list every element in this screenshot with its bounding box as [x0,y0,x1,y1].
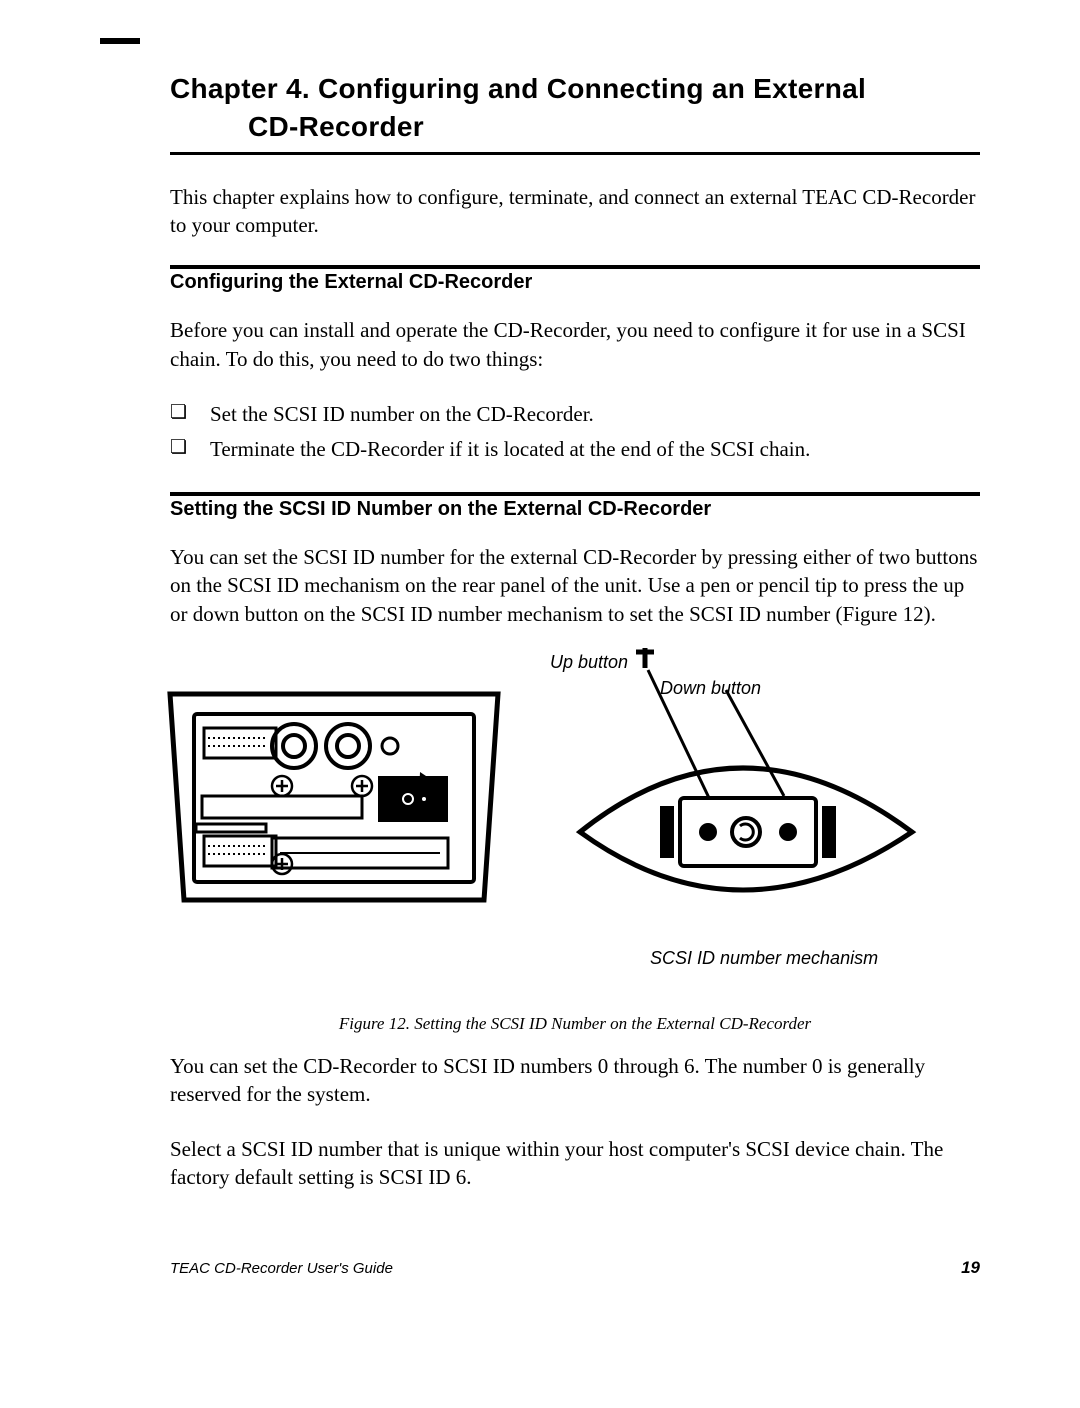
title-rule [170,152,980,155]
footer-page-number: 19 [961,1258,980,1278]
scan-mark [100,38,140,44]
chapter-title: Chapter 4. Configuring and Connecting an… [170,70,980,146]
section-rule [170,265,980,269]
intro-paragraph: This chapter explains how to configure, … [170,183,980,240]
scsi-id-zoom-diagram [540,648,960,948]
document-page: Chapter 4. Configuring and Connecting an… [0,0,1080,1257]
section2-paragraph: You can set the SCSI ID number for the e… [170,543,980,628]
rear-panel-diagram [164,668,504,928]
figure-label-mechanism: SCSI ID number mechanism [650,948,878,969]
figure-area: Up button Down button SCSI ID number mec… [170,654,980,984]
chapter-title-line2: CD-Recorder [170,108,980,146]
list-item: Terminate the CD-Recorder if it is locat… [170,434,980,466]
section1-paragraph: Before you can install and operate the C… [170,316,980,373]
bullet-list: Set the SCSI ID number on the CD-Recorde… [170,399,980,466]
list-item: Set the SCSI ID number on the CD-Recorde… [170,399,980,431]
chapter-title-line1: Chapter 4. Configuring and Connecting an… [170,73,866,104]
figure-caption: Figure 12. Setting the SCSI ID Number on… [170,1014,980,1034]
section1-heading: Configuring the External CD-Recorder [170,271,980,294]
paragraph-after-figure-1: You can set the CD-Recorder to SCSI ID n… [170,1052,980,1109]
page-footer: TEAC CD-Recorder User's Guide 19 [170,1258,980,1278]
section2-heading: Setting the SCSI ID Number on the Extern… [170,498,980,521]
footer-guide-title: TEAC CD-Recorder User's Guide [170,1260,393,1277]
paragraph-after-figure-2: Select a SCSI ID number that is unique w… [170,1135,980,1192]
section-rule [170,492,980,496]
